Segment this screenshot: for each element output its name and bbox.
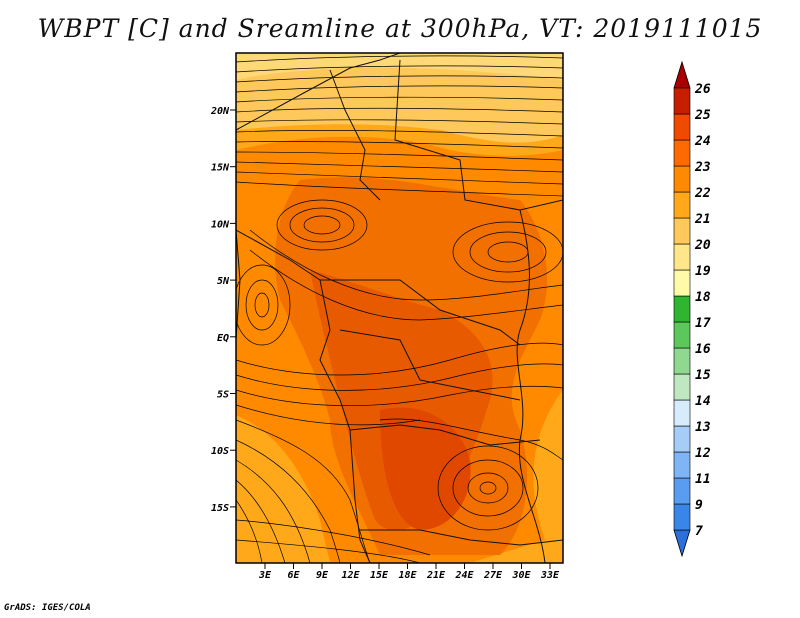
country-borders xyxy=(236,53,563,563)
colorbar-segment xyxy=(673,451,691,479)
map-frame xyxy=(235,52,564,564)
colorbar-label: 24 xyxy=(694,134,711,149)
latitude-axis: 20N 15N 10N 5N EQ 5S 10S 15S xyxy=(210,106,236,514)
colorbar-segment xyxy=(673,113,691,141)
lat-tick-label: 15S xyxy=(211,503,229,514)
colorbar-label: 12 xyxy=(695,446,711,461)
colorbar-segment xyxy=(673,269,691,297)
colorbar-segment xyxy=(673,243,691,271)
lon-tick-label: 30E xyxy=(511,570,531,581)
colorbar-label: 21 xyxy=(694,212,711,227)
lat-tick-label: 5N xyxy=(217,276,230,287)
streamlines xyxy=(236,55,563,563)
lat-tick-label: 20N xyxy=(210,106,230,117)
lat-tick-label: 5S xyxy=(217,390,229,401)
colorbar-label: 19 xyxy=(695,264,711,279)
colorbar-lower-arrow xyxy=(673,529,691,558)
colorbar-label: 25 xyxy=(694,108,711,123)
wbpt-field xyxy=(236,53,563,563)
colorbar-label: 17 xyxy=(695,316,711,331)
lat-tick-label: EQ xyxy=(217,333,229,344)
colorbar-segment xyxy=(673,295,691,323)
lon-tick-label: 9E xyxy=(316,570,329,581)
colorbar-segment xyxy=(673,321,691,349)
colorbar-label: 22 xyxy=(694,186,711,201)
lon-tick-label: 12E xyxy=(341,570,360,581)
colorbar-segment xyxy=(673,503,691,531)
lon-tick-label: 6E xyxy=(287,570,300,581)
lon-tick-label: 24E xyxy=(454,570,474,581)
grads-credit: GrADS: IGES/COLA xyxy=(4,603,91,613)
colorbar-label: 16 xyxy=(695,342,711,357)
colorbar-segment xyxy=(673,87,691,115)
lat-tick-label: 10S xyxy=(211,446,229,457)
colorbar-segment xyxy=(673,139,691,167)
lon-tick-label: 33E xyxy=(540,570,560,581)
lon-tick-label: 21E xyxy=(426,570,446,581)
lat-tick-label: 15N xyxy=(211,163,230,174)
lon-tick-label: 18E xyxy=(398,570,417,581)
colorbar-segment xyxy=(673,165,691,193)
colorbar-label: 9 xyxy=(695,498,703,513)
colorbar-label: 18 xyxy=(695,290,711,305)
lat-tick-label: 10N xyxy=(211,219,230,230)
longitude-axis: 3E 6E 9E 12E 15E 18E 21E 24E 27E 30E 33E xyxy=(258,563,560,581)
lon-tick-label: 15E xyxy=(370,570,389,581)
colorbar-upper-arrow xyxy=(673,60,691,89)
colorbar-segment xyxy=(673,191,691,219)
colorbar-segment xyxy=(673,373,691,401)
chart-title: WBPT [C] and Sreamline at 300hPa, VT: 20… xyxy=(37,14,763,43)
colorbar-label: 23 xyxy=(694,160,711,175)
colorbar-segment xyxy=(673,217,691,245)
colorbar-label: 15 xyxy=(695,368,711,383)
colorbar-label: 20 xyxy=(694,238,711,253)
colorbar-segment xyxy=(673,347,691,375)
colorbar-segment xyxy=(673,425,691,453)
colorbar-label: 14 xyxy=(695,394,711,409)
colorbar-label: 26 xyxy=(694,82,711,97)
lon-tick-label: 3E xyxy=(258,570,272,581)
colorbar-label: 7 xyxy=(695,524,703,539)
colorbar-label: 11 xyxy=(695,472,711,487)
colorbar-segment xyxy=(673,399,691,427)
colorbar: 7 9 11 12 13 14 15 16 17 18 19 20 21 22 23 24 25 26 xyxy=(673,60,711,558)
colorbar-label: 13 xyxy=(695,420,711,435)
colorbar-segment xyxy=(673,477,691,505)
lon-tick-label: 27E xyxy=(483,570,503,581)
